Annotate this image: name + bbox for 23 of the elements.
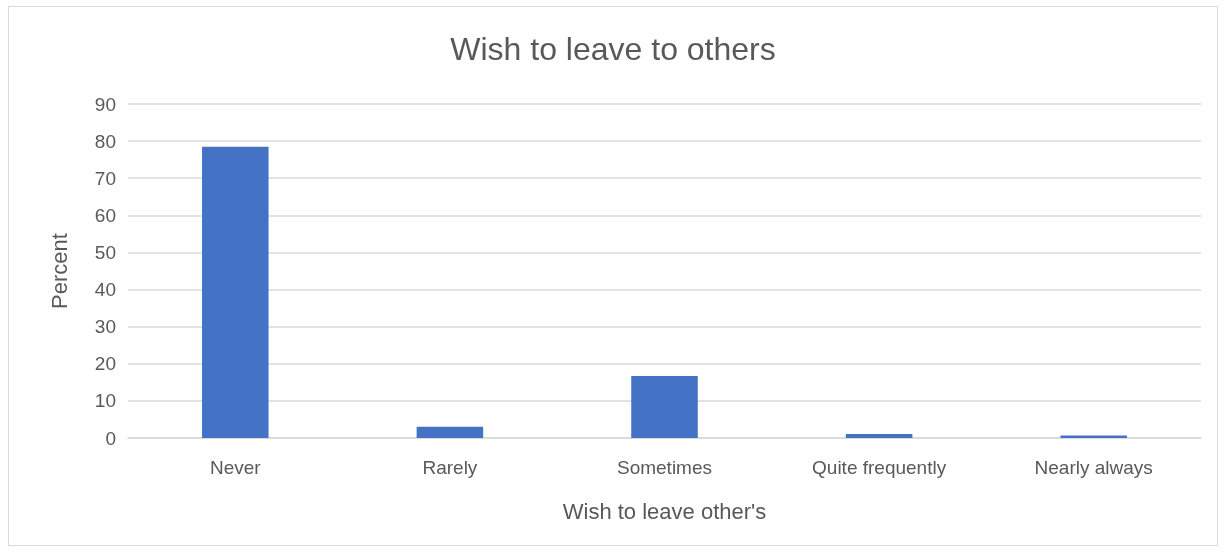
bar xyxy=(845,433,913,438)
bar xyxy=(1060,435,1127,438)
x-tick-label: Rarely xyxy=(422,457,478,478)
x-axis-title: Wish to leave other's xyxy=(562,498,767,524)
y-tick-label: 60 xyxy=(94,204,116,226)
y-tick-label: 90 xyxy=(94,93,116,115)
y-tick-label: 70 xyxy=(94,167,116,189)
y-tick-label: 20 xyxy=(94,353,116,375)
bar xyxy=(202,146,269,438)
y-tick-label: 40 xyxy=(94,279,116,301)
y-tick-label: 50 xyxy=(94,241,116,263)
y-tick-label: 10 xyxy=(94,390,116,412)
bar xyxy=(416,426,484,438)
x-tick-label: Sometimes xyxy=(616,457,713,478)
x-tick-label: Never xyxy=(209,457,262,478)
x-tick-label: Nearly always xyxy=(1034,457,1153,478)
y-tick-label: 0 xyxy=(105,427,116,449)
y-tick-label: 30 xyxy=(94,316,116,338)
x-tick-label: Quite frequently xyxy=(812,457,947,478)
chart-title: Wish to leave to others xyxy=(450,31,776,67)
y-tick-label: 80 xyxy=(94,130,116,152)
bar xyxy=(631,376,698,438)
y-axis-title: Percent xyxy=(46,233,72,309)
